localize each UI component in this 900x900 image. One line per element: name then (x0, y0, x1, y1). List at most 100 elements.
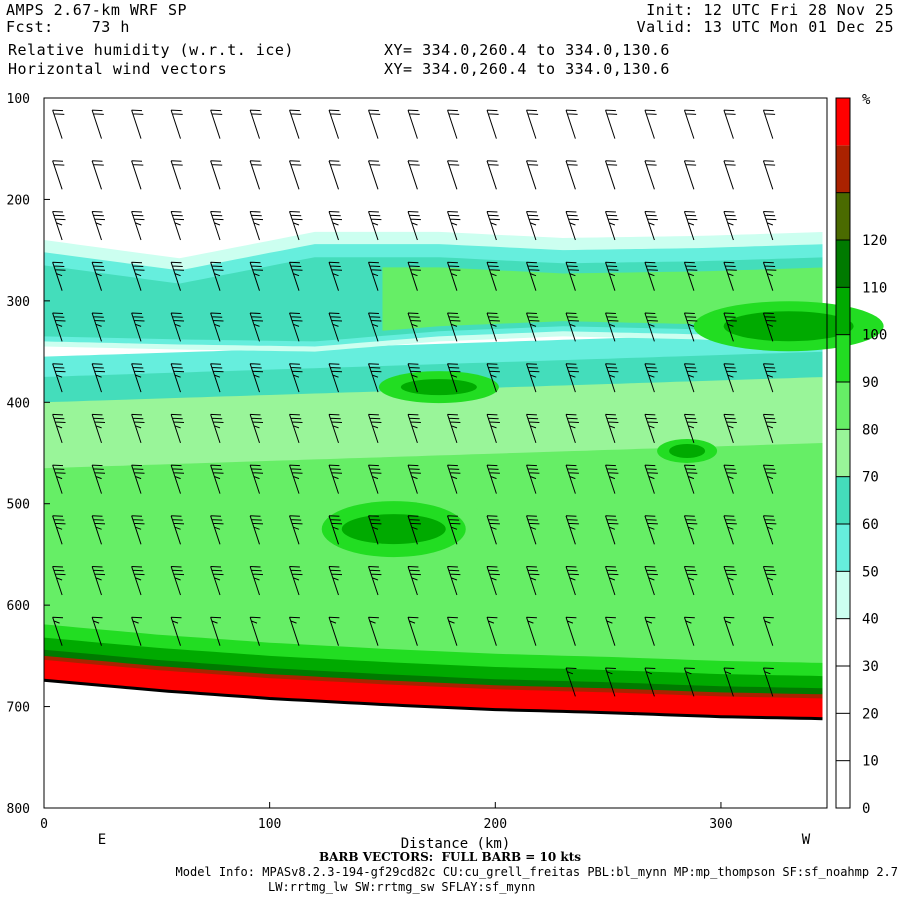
wind-barb (131, 464, 145, 494)
colorbar-label: 90 (862, 375, 879, 391)
wind-barb (368, 312, 382, 342)
wind-barb (565, 109, 578, 139)
y-tick-label: 500 (7, 498, 30, 513)
wind-barb (368, 211, 382, 241)
x-axis-label: Distance (km) (401, 836, 511, 852)
wind-barb (407, 616, 419, 646)
wind-barb (605, 566, 619, 596)
wind-barb (447, 616, 458, 646)
wind-barb (565, 566, 579, 596)
colorbar-swatch (836, 192, 850, 240)
wind-barb (526, 312, 540, 342)
valid-time: Valid: 13 UTC Mon 01 Dec 25 (636, 18, 894, 36)
wind-barb (328, 312, 343, 342)
colorbar-swatch (836, 334, 850, 382)
wind-barb (723, 667, 735, 697)
wind-barb (447, 363, 461, 393)
wind-barb (644, 363, 658, 393)
wind-barb (486, 160, 499, 190)
wind-barb (762, 261, 777, 291)
wind-barb (52, 160, 65, 190)
wind-barb (683, 312, 698, 342)
wind-barb (289, 363, 303, 393)
wind-barb (762, 413, 777, 444)
wind-barb (565, 363, 579, 393)
wind-barb (407, 566, 421, 596)
colorbar-label: 0 (862, 801, 870, 817)
wind-barb (289, 211, 303, 241)
wind-barb (565, 261, 579, 291)
wind-barb (407, 312, 421, 342)
wind-barb (170, 109, 183, 139)
wind-barb (249, 363, 264, 393)
wind-barb (210, 261, 224, 291)
wind-barb (328, 211, 343, 241)
wind-barb (170, 566, 185, 596)
wind-barb (91, 109, 104, 139)
wind-barb (249, 413, 264, 444)
wind-barb (644, 616, 656, 646)
wind-barb (762, 312, 777, 342)
wind-barb (762, 667, 774, 697)
wind-barb (723, 312, 737, 342)
wind-barb (249, 464, 264, 494)
wind-barb (289, 109, 302, 139)
wind-barb (328, 566, 343, 596)
wind-barb (486, 515, 500, 545)
y-tick-label: 600 (7, 599, 30, 614)
wind-barb (368, 464, 382, 494)
wind-barb (644, 312, 658, 342)
wind-barb (52, 566, 66, 596)
wind-barb (170, 616, 182, 646)
wind-barb (447, 413, 461, 444)
wind-barb (170, 312, 185, 342)
wind-barb (131, 261, 145, 291)
y-tick-label: 100 (7, 92, 30, 107)
wind-barb (131, 109, 144, 139)
wind-barb (644, 109, 657, 139)
wind-barb (91, 160, 104, 190)
wind-barb (526, 160, 539, 190)
wind-barb (249, 211, 264, 241)
init-time: Init: 12 UTC Fri 28 Nov 25 (646, 1, 894, 19)
x-tick-label: 200 (484, 817, 507, 832)
wind-barb (131, 160, 144, 190)
wind-barb (565, 211, 579, 241)
wind-barb (368, 363, 382, 393)
wind-barb (447, 261, 461, 291)
wind-barb (407, 363, 421, 393)
wind-barb (605, 160, 618, 190)
y-tick-label: 200 (7, 193, 30, 208)
wind-barb (605, 211, 619, 241)
wind-barb (91, 616, 103, 646)
wind-barb (486, 413, 500, 444)
wind-barb (368, 616, 379, 646)
wind-barb (249, 160, 262, 190)
wind-barb (683, 211, 698, 241)
wind-barb (526, 261, 540, 291)
wind-barb (170, 363, 185, 393)
wind-barb (210, 464, 224, 494)
wind-barb (644, 667, 656, 697)
wind-barb (249, 109, 262, 139)
wind-barb (52, 616, 64, 646)
wind-barb (605, 515, 619, 545)
wind-barb (644, 566, 658, 596)
wind-barb (526, 515, 540, 545)
rh-max-ellipse (400, 379, 477, 396)
wind-barb (210, 109, 223, 139)
wind-barb (644, 261, 658, 291)
wind-barb (762, 363, 777, 393)
wind-barb (723, 109, 736, 139)
wind-barb (91, 261, 106, 291)
wind-barb (91, 566, 106, 596)
wind-barb (407, 109, 420, 139)
wind-barb (52, 261, 66, 291)
wind-barb (447, 312, 461, 342)
colorbar-label: 120 (862, 233, 887, 249)
wind-barb (289, 312, 303, 342)
x-end-label-west: W (802, 832, 811, 848)
wind-barb (723, 464, 737, 494)
x-tick-label: 300 (709, 817, 732, 832)
wind-barb (486, 616, 498, 646)
